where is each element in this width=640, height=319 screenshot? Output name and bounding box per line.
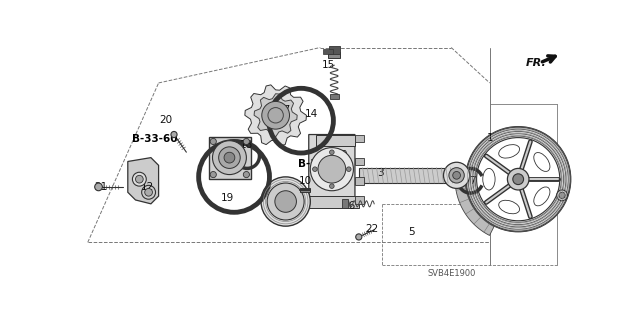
- Text: 12: 12: [141, 182, 154, 192]
- Bar: [328, 52, 340, 58]
- Text: 11: 11: [291, 199, 304, 209]
- Bar: [355, 135, 364, 142]
- Text: 18: 18: [240, 139, 253, 150]
- Polygon shape: [245, 85, 307, 146]
- Polygon shape: [308, 196, 359, 208]
- Circle shape: [212, 141, 246, 174]
- Text: B-33-60: B-33-60: [132, 134, 177, 144]
- Circle shape: [330, 150, 334, 154]
- Text: 2: 2: [134, 174, 140, 184]
- Text: SVB4E1900: SVB4E1900: [427, 269, 476, 278]
- Circle shape: [330, 184, 334, 189]
- Circle shape: [346, 167, 351, 172]
- Circle shape: [508, 168, 529, 190]
- Polygon shape: [455, 169, 494, 235]
- Text: 5: 5: [408, 227, 415, 237]
- Circle shape: [312, 167, 317, 172]
- Circle shape: [210, 172, 216, 178]
- Circle shape: [243, 172, 250, 178]
- Circle shape: [210, 138, 216, 145]
- Circle shape: [136, 175, 143, 183]
- Circle shape: [262, 101, 289, 129]
- Circle shape: [559, 192, 565, 198]
- Ellipse shape: [483, 168, 495, 190]
- Circle shape: [310, 148, 353, 191]
- Circle shape: [356, 234, 362, 240]
- Bar: [329, 46, 340, 54]
- Circle shape: [268, 108, 284, 123]
- Circle shape: [275, 191, 296, 212]
- Text: 20: 20: [160, 115, 173, 125]
- Text: 3: 3: [377, 168, 383, 178]
- Text: 1: 1: [486, 133, 493, 143]
- Circle shape: [141, 185, 156, 199]
- Polygon shape: [128, 158, 159, 204]
- Text: 10: 10: [299, 176, 312, 186]
- Text: 8: 8: [452, 168, 459, 178]
- Ellipse shape: [499, 145, 520, 158]
- Bar: [323, 49, 333, 55]
- Text: FR.: FR.: [526, 58, 547, 68]
- Circle shape: [466, 127, 570, 232]
- Text: 15: 15: [322, 60, 335, 70]
- Circle shape: [243, 138, 250, 145]
- Text: 17: 17: [278, 105, 291, 115]
- Circle shape: [261, 177, 310, 226]
- Text: 13: 13: [223, 145, 236, 155]
- Bar: [330, 94, 339, 99]
- Text: 7: 7: [470, 176, 476, 186]
- Polygon shape: [254, 94, 297, 137]
- Circle shape: [171, 131, 177, 137]
- Text: B-33-60: B-33-60: [298, 159, 343, 169]
- Circle shape: [132, 172, 147, 186]
- Circle shape: [267, 183, 304, 220]
- Circle shape: [224, 152, 235, 163]
- Circle shape: [444, 162, 470, 189]
- Text: 4: 4: [506, 147, 513, 157]
- Bar: [300, 189, 310, 192]
- Circle shape: [449, 168, 464, 183]
- Bar: [355, 196, 364, 204]
- Circle shape: [513, 174, 524, 185]
- Polygon shape: [308, 135, 355, 208]
- Circle shape: [557, 190, 568, 201]
- Polygon shape: [209, 137, 251, 179]
- Text: 22: 22: [365, 224, 378, 234]
- Bar: [342, 199, 348, 208]
- Text: 19: 19: [221, 193, 234, 204]
- Circle shape: [145, 189, 152, 196]
- Ellipse shape: [499, 200, 520, 214]
- Circle shape: [452, 172, 460, 179]
- Circle shape: [219, 147, 240, 168]
- Text: 16: 16: [343, 201, 356, 211]
- Polygon shape: [359, 168, 456, 183]
- Ellipse shape: [534, 187, 550, 206]
- Text: 21: 21: [94, 182, 108, 192]
- Bar: [355, 158, 364, 165]
- Bar: [355, 177, 364, 185]
- Circle shape: [318, 155, 346, 183]
- Ellipse shape: [534, 152, 550, 171]
- Circle shape: [477, 137, 560, 221]
- Text: 6: 6: [557, 190, 564, 200]
- Text: 14: 14: [305, 109, 317, 119]
- Circle shape: [95, 183, 102, 191]
- Polygon shape: [316, 135, 355, 146]
- Text: 9: 9: [340, 150, 347, 160]
